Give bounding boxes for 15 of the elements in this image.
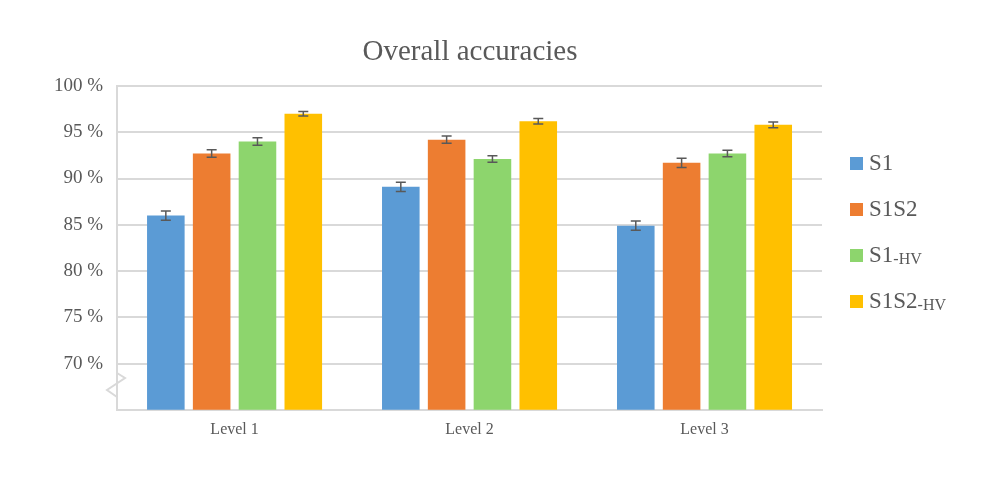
- y-tick-label: 95 %: [63, 120, 104, 142]
- legend-label: S1S2$_{-HV}$: [869, 288, 947, 314]
- legend-label: S1: [869, 150, 894, 176]
- chart-title: Overall accuracies: [361, 34, 579, 67]
- x-tick-label: Level 1: [210, 419, 259, 437]
- legend-label: S1$_{-HV}$: [869, 242, 922, 268]
- legend-label: S1S2: [869, 196, 918, 222]
- x-tick-label: Level 2: [445, 419, 494, 437]
- y-tick-label: 85 %: [63, 212, 104, 234]
- y-tick-label: 75 %: [63, 305, 104, 327]
- y-tick-label: 100 %: [54, 73, 104, 95]
- x-tick-label: Level 3: [680, 419, 729, 437]
- y-tick-label: 90 %: [63, 166, 104, 188]
- y-tick-label: 70 %: [63, 351, 104, 373]
- y-tick-label: 80 %: [63, 259, 104, 281]
